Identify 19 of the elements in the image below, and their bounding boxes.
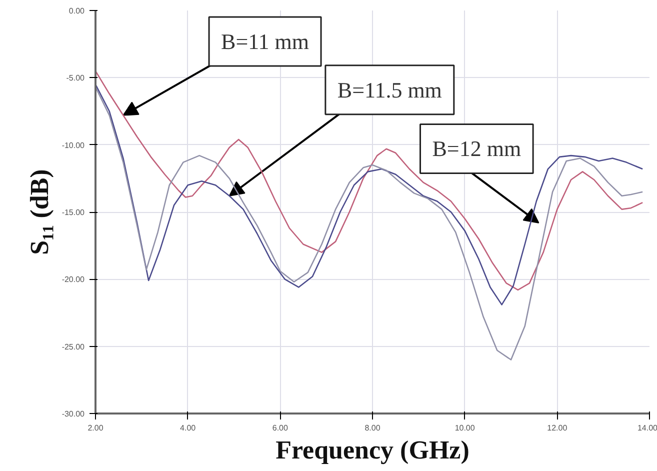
x-tick-label: 2.00 — [88, 424, 104, 432]
annotation: B=12 mm — [432, 136, 522, 162]
annotation: B=11.5 mm — [337, 77, 442, 102]
x-tick-label: 14.00 — [637, 424, 657, 432]
x-tick-label: 4.00 — [180, 424, 196, 432]
y-tick-label: -15.00 — [62, 208, 86, 217]
y-tick-label: 0.00 — [68, 6, 86, 16]
y-tick-label: -30.00 — [62, 410, 86, 418]
y-tick-label: -10.00 — [62, 140, 86, 150]
y-tick-label: -5.00 — [66, 74, 86, 83]
x-tick-label: 8.00 — [364, 424, 381, 432]
annotation: B=11 mm — [221, 29, 310, 54]
y-axis-title: S₁₁ (dB) — [24, 169, 54, 255]
x-tick-label: 10.00 — [454, 424, 476, 432]
y-tick-label: -25.00 — [62, 342, 86, 352]
x-axis-title: Frequency (GHz) — [276, 436, 470, 464]
x-tick-label: 6.00 — [272, 424, 289, 432]
x-tick-label: 12.00 — [547, 424, 568, 432]
y-tick-label: -20.00 — [62, 275, 86, 284]
